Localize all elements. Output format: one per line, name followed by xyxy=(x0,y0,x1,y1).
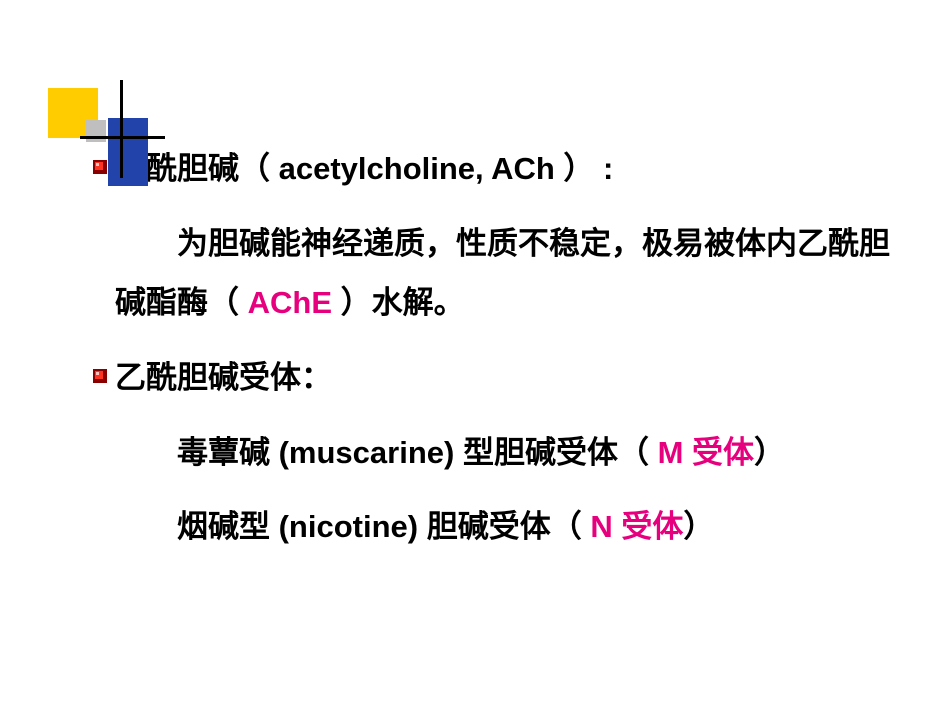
text-run: ） xyxy=(754,435,785,470)
text-run: 为胆碱能神经递质，性质不稳定，极易被体内乙酰胆碱酯酶（ xyxy=(115,226,890,320)
text-run: 烟碱型 (nicotine) 胆碱受体（ xyxy=(177,509,590,544)
text-run: ）水解。 xyxy=(332,285,465,320)
text-run: 毒蕈碱 (muscarine) 型胆碱受体（ xyxy=(177,435,658,470)
highlight-text: M 受体 xyxy=(658,435,754,470)
bullet-line: 乙酰胆碱受体： xyxy=(115,349,895,408)
bullet-icon xyxy=(93,160,107,174)
body-line: 为胆碱能神经递质，性质不稳定，极易被体内乙酰胆碱酯酶（ AChE ）水解。 xyxy=(115,215,895,333)
body-line: 毒蕈碱 (muscarine) 型胆碱受体（ M 受体） xyxy=(115,424,895,483)
text-run: 乙酰胆碱受体： xyxy=(115,360,332,395)
text-run: 乙酰胆碱（ acetylcholine, ACh ） : xyxy=(115,151,613,186)
vertical-line xyxy=(120,80,123,178)
highlight-text: N 受体 xyxy=(590,509,683,544)
bullet-icon xyxy=(93,369,107,383)
bullet-line: 乙酰胆碱（ acetylcholine, ACh ） : xyxy=(115,140,895,199)
highlight-text: AChE xyxy=(248,285,332,320)
slide-content: 乙酰胆碱（ acetylcholine, ACh ） : 为胆碱能神经递质，性质不… xyxy=(115,140,895,573)
blue-rect xyxy=(108,118,148,186)
body-line: 烟碱型 (nicotine) 胆碱受体（ N 受体） xyxy=(115,498,895,557)
text-run: ） xyxy=(683,509,714,544)
